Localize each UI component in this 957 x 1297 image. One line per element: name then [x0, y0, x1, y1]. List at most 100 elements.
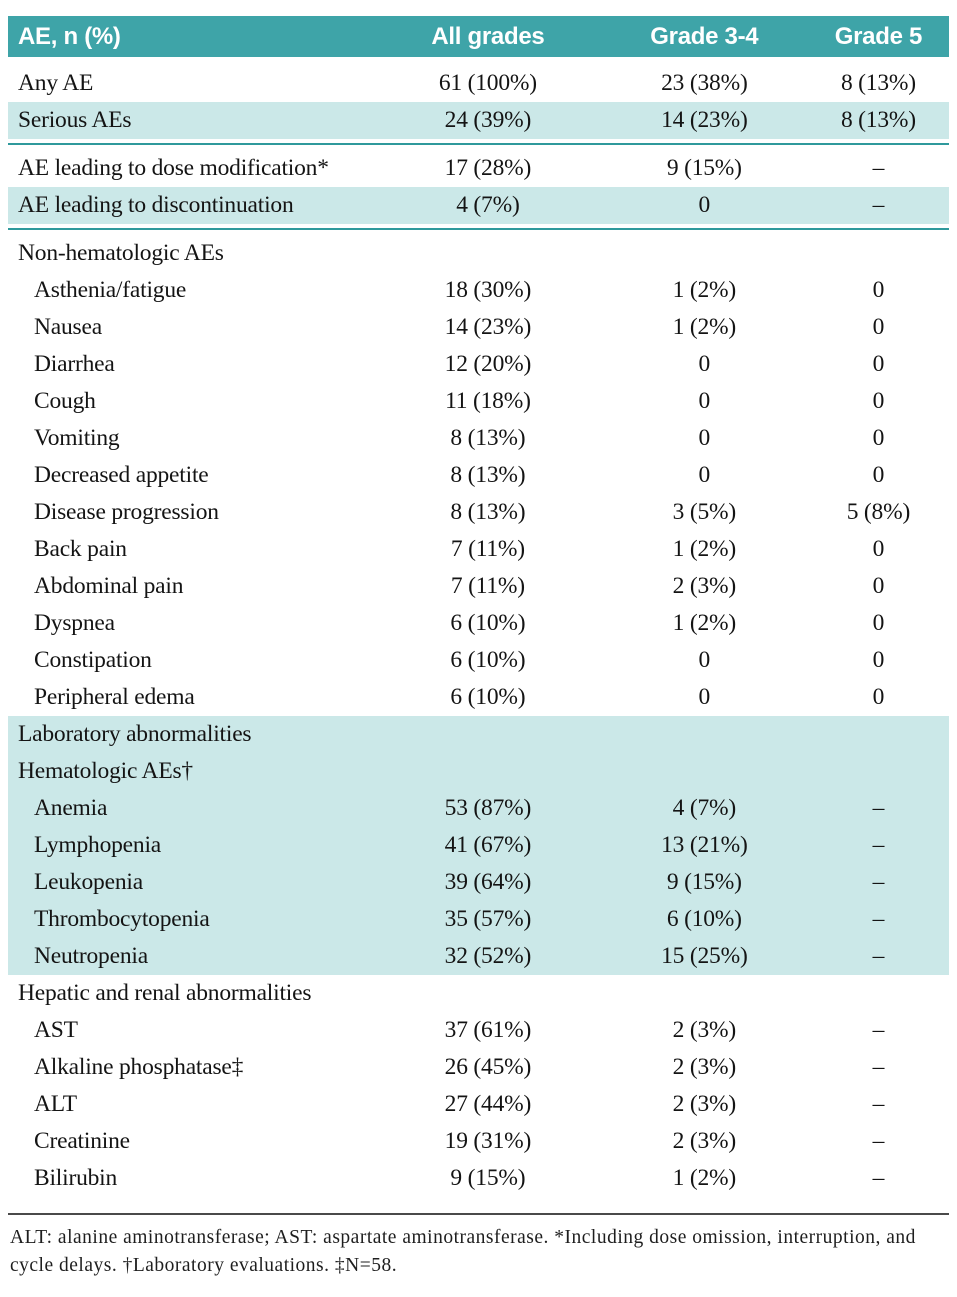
grade-3-4-value: 3 (5%) [672, 499, 737, 525]
table-row: AE leading to discontinuation 4 (7%) 0 – [8, 187, 949, 224]
table-header-row: AE, n (%) All grades Grade 3-4 Grade 5 [8, 16, 949, 57]
table-row: Decreased appetite 8 (13%) 0 0 [8, 457, 949, 494]
grade-3-4-value: 0 [698, 351, 711, 377]
grade-5-value: 0 [872, 462, 885, 488]
table-row: Laboratory abnormalities [8, 716, 949, 753]
column-header-grade-5: Grade 5 [807, 16, 949, 57]
ae-label: ALT [34, 1091, 77, 1117]
grade-3-4-value: 2 (3%) [672, 573, 737, 599]
table-row: AST 37 (61%) 2 (3%) – [8, 1012, 949, 1049]
ae-label: Abdominal pain [34, 573, 184, 599]
table-header: AE, n (%) All grades Grade 3-4 Grade 5 [8, 16, 949, 57]
table-footnote: ALT: alanine aminotransferase; AST: aspa… [8, 1213, 949, 1297]
grade-5-value: – [807, 827, 949, 864]
table-row: Diarrhea 12 (20%) 0 0 [8, 346, 949, 383]
table-row: Disease progression 8 (13%) 3 (5%) 5 (8%… [8, 494, 949, 531]
ae-label: Serious AEs [8, 102, 375, 139]
ae-label: Asthenia/fatigue [34, 277, 187, 303]
ae-label: Cough [34, 388, 96, 414]
ae-table: AE, n (%) All grades Grade 3-4 Grade 5 A… [8, 16, 949, 1197]
grade-3-4-value: 1 (2%) [672, 610, 737, 636]
grade-5-value: – [872, 1017, 885, 1043]
table-row: Peripheral edema 6 (10%) 0 0 [8, 679, 949, 716]
section-rule-line [8, 139, 949, 150]
all-grades-value [374, 753, 601, 790]
ae-label: Creatinine [34, 1128, 130, 1154]
all-grades-value: 6 (10%) [450, 684, 526, 710]
grade-3-4-value: 2 (3%) [672, 1128, 737, 1154]
ae-label: Alkaline phosphatase‡ [34, 1054, 244, 1080]
grade-3-4-value: 1 (2%) [672, 1165, 737, 1191]
table-row: Lymphopenia 41 (67%) 13 (21%) – [8, 827, 949, 864]
ae-label: Bilirubin [34, 1165, 118, 1191]
ae-label: AST [34, 1017, 78, 1043]
table-row: Serious AEs 24 (39%) 14 (23%) 8 (13%) [8, 102, 949, 139]
grade-3-4-value [601, 235, 808, 272]
section-rule [8, 224, 949, 235]
grade-3-4-value: 23 (38%) [661, 70, 748, 96]
grade-5-value [807, 753, 949, 790]
table-row: Nausea 14 (23%) 1 (2%) 0 [8, 309, 949, 346]
grade-3-4-value: 1 (2%) [672, 277, 737, 303]
all-grades-value [375, 975, 601, 1012]
all-grades-value: 18 (30%) [444, 277, 532, 303]
grade-3-4-value [601, 975, 808, 1012]
grade-3-4-value: 0 [698, 462, 711, 488]
ae-label: Leukopenia [8, 864, 375, 901]
all-grades-value: 27 (44%) [444, 1091, 532, 1117]
all-grades-value: 41 (67%) [374, 827, 601, 864]
grade-5-value: 0 [872, 610, 885, 636]
grade-3-4-value: 13 (21%) [600, 827, 808, 864]
table-row: Neutropenia 32 (52%) 15 (25%) – [8, 938, 949, 975]
all-grades-value: 8 (13%) [450, 462, 526, 488]
ae-label: Diarrhea [34, 351, 115, 377]
ae-label: Thrombocytopenia [8, 901, 375, 938]
table-body: Any AE 61 (100%) 23 (38%) 8 (13%) Seriou… [8, 57, 949, 1197]
ae-label: Constipation [34, 647, 152, 673]
ae-label: AE leading to discontinuation [8, 187, 375, 224]
ae-label: Vomiting [34, 425, 120, 451]
table-row: Asthenia/fatigue 18 (30%) 1 (2%) 0 [8, 272, 949, 309]
grade-3-4-value: 0 [698, 647, 711, 673]
all-grades-value: 19 (31%) [444, 1128, 532, 1154]
ae-label: Laboratory abnormalities [8, 716, 375, 753]
header-gap [8, 57, 949, 65]
grade-3-4-value: 14 (23%) [600, 102, 808, 139]
table-row: Vomiting 8 (13%) 0 0 [8, 420, 949, 457]
grade-3-4-value: 4 (7%) [600, 790, 808, 827]
grade-5-value: 0 [872, 425, 885, 451]
all-grades-value: 61 (100%) [438, 70, 537, 96]
grade-5-value: 5 (8%) [846, 499, 911, 525]
ae-label: Any AE [18, 70, 94, 96]
grade-5-value [808, 975, 949, 1012]
grade-3-4-value: 0 [600, 187, 808, 224]
grade-5-value: – [872, 155, 885, 181]
table-row: AE leading to dose modification* 17 (28%… [8, 150, 949, 187]
all-grades-value: 35 (57%) [374, 901, 601, 938]
all-grades-value: 32 (52%) [374, 938, 601, 975]
ae-label: Disease progression [34, 499, 219, 525]
grade-5-value: 0 [872, 388, 885, 414]
all-grades-value: 24 (39%) [374, 102, 601, 139]
ae-label: Non-hematologic AEs [18, 240, 224, 266]
all-grades-value: 26 (45%) [444, 1054, 532, 1080]
all-grades-value: 14 (23%) [444, 314, 532, 340]
all-grades-value [375, 235, 601, 272]
header-gap-cell [8, 57, 949, 65]
ae-label: AE leading to dose modification* [18, 155, 329, 181]
all-grades-value: 7 (11%) [450, 573, 525, 599]
grade-5-value: – [807, 901, 949, 938]
all-grades-value: 9 (15%) [450, 1165, 526, 1191]
table-row: Cough 11 (18%) 0 0 [8, 383, 949, 420]
section-rule-line [8, 224, 949, 235]
ae-label: Back pain [34, 536, 127, 562]
column-header-all-grades: All grades [374, 16, 601, 57]
grade-5-value: 0 [872, 277, 885, 303]
grade-5-value: 8 (13%) [807, 102, 949, 139]
grade-5-value: 0 [872, 573, 885, 599]
table-row: Anemia 53 (87%) 4 (7%) – [8, 790, 949, 827]
table-row: Non-hematologic AEs [8, 235, 949, 272]
all-grades-value: 37 (61%) [444, 1017, 532, 1043]
ae-label: Nausea [34, 314, 102, 340]
